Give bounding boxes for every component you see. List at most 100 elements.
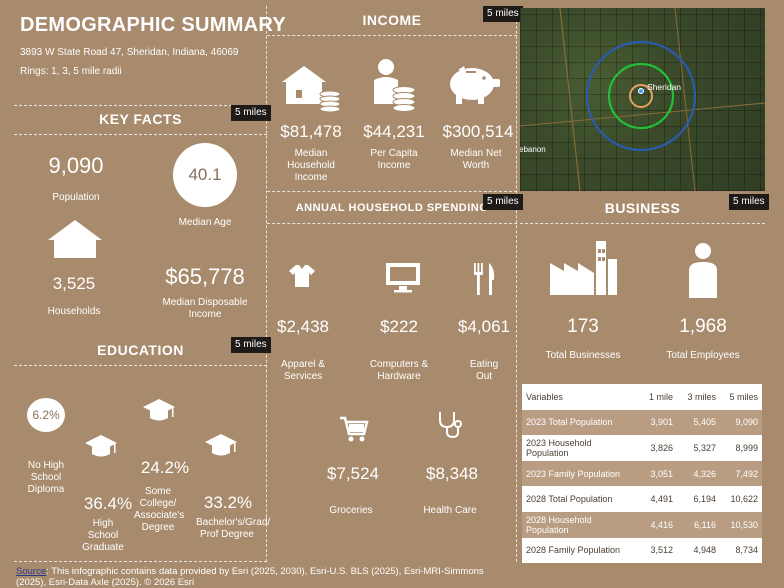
high-school-value: 36.4% [83,494,133,513]
table-header-row: Variables 1 mile 3 miles 5 miles [522,384,762,410]
map-label-lebanon: ebanon [520,145,546,154]
table-cell: 2023 Household Population [526,437,592,458]
map-label-sheridan: Sheridan [647,82,682,92]
computers-label: Computers & Hardware [369,359,429,382]
table-row: 2023 Household Population 3,826 5,327 8,… [522,435,762,461]
page-title: DEMOGRAPHIC SUMMARY [20,14,287,36]
table-row: 2028 Household Population 4,416 6,116 10… [522,511,762,538]
spending-title: ANNUAL HOUSEHOLD SPENDING [295,202,489,214]
apparel-label: Apparel & Services [281,359,325,382]
health-care-label: Health Care [423,505,477,516]
table-header-cell: Variables [526,391,563,402]
graduation-cap-icon-high-school [85,435,117,457]
table-header-cell: 5 miles [729,391,758,402]
total-employees-label: Total Employees [666,350,740,361]
eating-out-value: $4,061 [458,317,510,336]
table-cell: 6,116 [694,519,716,530]
table-cell: 4,948 [693,545,716,556]
stethoscope-icon [439,412,462,439]
income-bottom-divider [267,192,517,224]
population-value: 9,090 [48,153,104,178]
net-worth-label: Median Net Worth [450,148,502,171]
table-cell: 4,491 [650,494,673,505]
tshirt-icon [289,265,315,287]
table-cell: 2028 Household Population [526,514,592,535]
table-cell: 4,416 [650,519,673,530]
business-divider [520,192,765,224]
table-cell: 8,734 [735,545,758,556]
house-coins-icon [282,66,341,112]
rings-info: Rings: 1, 3, 5 mile radii [20,66,122,77]
table-cell: 2028 Family Population [526,545,621,556]
table-cell: 2023 Family Population [526,468,621,479]
median-age-circle: 40.1 [173,143,237,207]
groceries-value: $7,524 [327,464,379,483]
spending-badge: 5 miles [483,194,523,210]
computers-value: $222 [380,317,418,336]
variables-table: Variables 1 mile 3 miles 5 miles 2023 To… [522,384,762,564]
some-college-value: 24.2% [140,458,190,477]
table-cell: 5,327 [693,442,716,453]
disposable-income-value: $65,778 [165,264,245,289]
source-link[interactable]: Source [16,566,47,577]
population-label: Population [52,192,100,203]
graduation-cap-icon-college [143,399,175,421]
table-cell: 8,999 [735,442,758,453]
median-hh-income-value: $81,478 [280,122,342,141]
ring-map[interactable]: Sheridan ebanon [520,8,765,191]
table-cell: 4,326 [693,468,716,479]
table-row: 2028 Total Population 4,491 6,194 10,622 [522,486,762,512]
income-title: INCOME [362,12,422,28]
shopping-cart-icon [340,416,369,442]
bachelors-label: Bachelor's/Grad/ Prof Degree [196,517,271,540]
per-capita-income-value: $44,231 [363,122,425,141]
business-title: BUSINESS [604,200,681,216]
left-bottom-divider [14,6,267,562]
per-capita-income-label: Per Capita Income [370,148,418,171]
apparel-value: $2,438 [277,317,329,336]
computer-monitor-icon [386,263,420,293]
net-worth-value: $300,514 [442,122,514,141]
median-age-label: Median Age [178,217,232,228]
spending-top-divider [267,6,517,192]
factory-icon [550,241,617,295]
households-value: 3,525 [52,274,96,293]
business-badge: 5 miles [729,194,769,210]
households-label: Households [47,306,101,317]
no-high-school-label: No High School Diploma [27,460,65,495]
income-divider [267,6,517,36]
address: 3893 W State Road 47, Sheridan, Indiana,… [20,47,239,58]
no-high-school-circle: 6.2% [27,398,65,432]
table-header-cell: 1 mile [648,391,673,402]
header-divider [14,6,267,106]
disposable-income-label: Median Disposable Income [162,297,248,320]
piggy-bank-icon [450,66,500,104]
education-badge: 5 miles [231,337,271,353]
high-school-label: High School Graduate [82,518,124,553]
table-cell: 6,194 [693,494,716,505]
table-cell: 3,512 [650,545,673,556]
table-cell: 7,492 [735,468,758,479]
employee-icon [689,243,717,298]
left-column [14,6,267,562]
some-college-label: Some College/ Associate's Degree [134,486,185,533]
health-care-value: $8,348 [426,464,478,483]
table-cell: 9,090 [735,417,758,428]
bachelors-value: 33.2% [203,493,253,512]
table-cell: 10,530 [730,519,758,530]
key-facts-divider [14,105,267,135]
middle-column [267,6,517,562]
education-title: EDUCATION [97,342,184,358]
total-businesses-value: 173 [567,316,599,337]
eating-out-label: Eating Out [469,359,499,382]
table-row: 2023 Family Population 3,051 4,326 7,492 [522,460,762,487]
table-row: 2028 Family Population 3,512 4,948 8,734 [522,537,762,564]
table-cell: 5,405 [693,417,716,428]
table-cell: 2023 Total Population [526,417,613,428]
income-badge: 5 miles [483,6,523,22]
median-age-value: 40.1 [188,165,222,184]
person-coins-icon [374,59,416,112]
ring-map-overlay [520,8,765,191]
table-row: 2023 Total Population 3,901 5,405 9,090 [522,409,762,436]
table-header-cell: 3 miles [687,391,716,402]
